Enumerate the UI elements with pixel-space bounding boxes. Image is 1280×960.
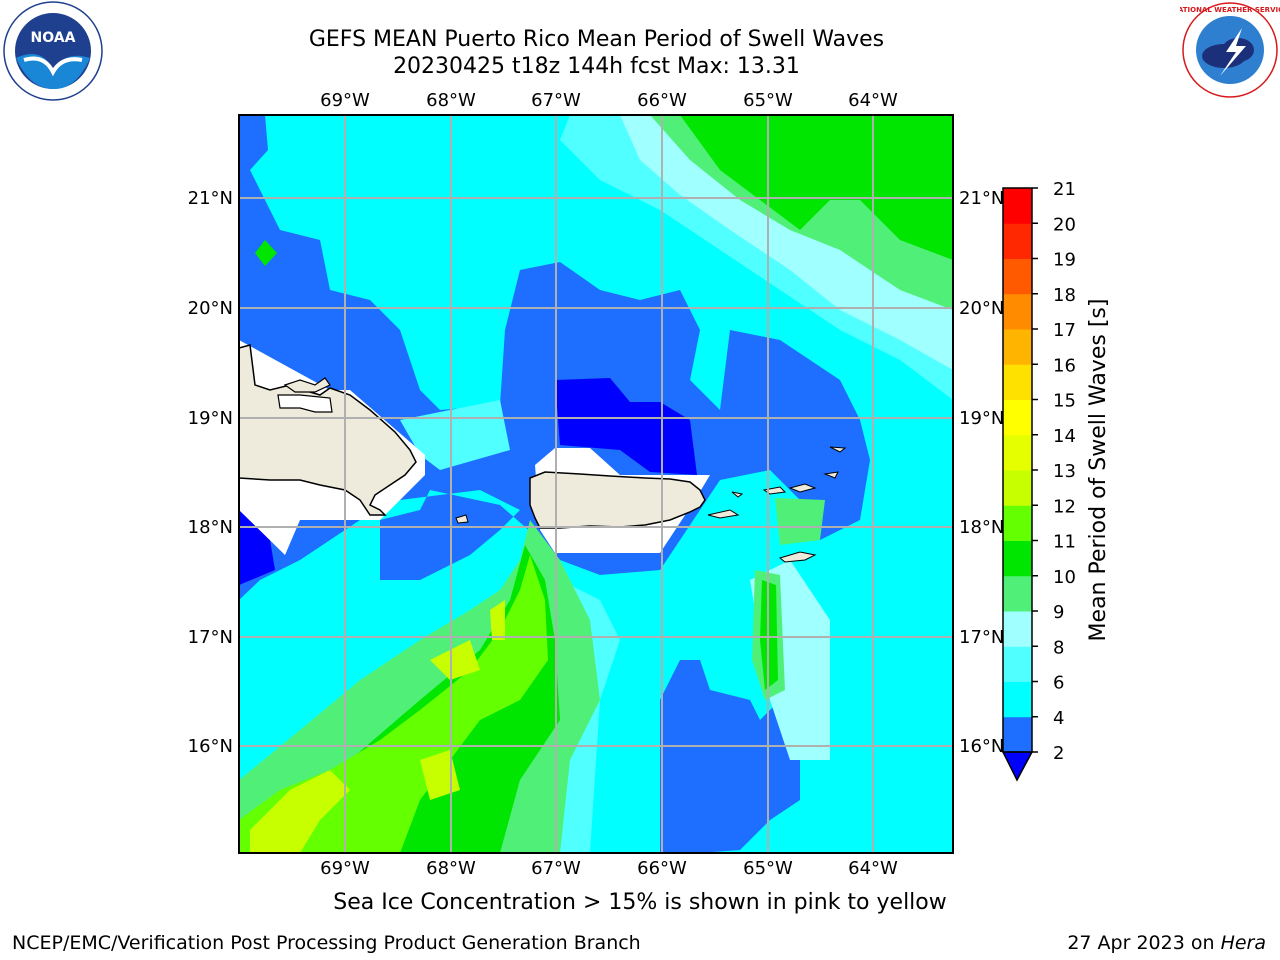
colorbar-band xyxy=(1003,611,1032,647)
contour-12-13-d xyxy=(490,600,505,640)
colorbar-band xyxy=(1003,575,1032,612)
land-st-croix xyxy=(778,551,817,563)
colorbar-band xyxy=(1003,540,1032,577)
colorbar-tick-label: 21 xyxy=(1053,179,1076,200)
lon-labels-top: 69°W 68°W 67°W 66°W 65°W 64°W xyxy=(320,90,898,111)
colorbar-tick-label: 18 xyxy=(1053,285,1076,306)
credit-right: 27 Apr 2023 on Hera xyxy=(1067,932,1266,954)
lat-label: 20°N xyxy=(959,298,1004,319)
land-tortuga xyxy=(283,377,331,393)
swell-period-field xyxy=(239,115,953,853)
colorbar-extend-arrow xyxy=(1001,751,1034,782)
contour-pocket xyxy=(255,240,277,266)
land-anegada xyxy=(829,446,847,453)
land-virgin-gorda xyxy=(823,471,839,479)
chart-subtitle: 20230425 t18z 144h fcst Max: 13.31 xyxy=(393,54,800,79)
contour-12-13-a xyxy=(250,770,350,853)
lon-label: 67°W xyxy=(531,90,581,111)
svg-text:NATIONAL WEATHER SERVICE: NATIONAL WEATHER SERVICE xyxy=(1180,6,1280,14)
lon-label: 68°W xyxy=(426,858,476,879)
lat-labels-right: 21°N 20°N 19°N 18°N 17°N 16°N xyxy=(959,188,1004,757)
nws-logo: NATIONAL WEATHER SERVICE xyxy=(1180,2,1280,98)
lon-labels-bottom: 69°W 68°W 67°W 66°W 65°W 64°W xyxy=(320,858,898,879)
lon-label: 69°W xyxy=(320,90,370,111)
colorbar-band xyxy=(1003,470,1032,506)
land-mona xyxy=(455,514,469,524)
land-vieques xyxy=(707,509,740,519)
lon-label: 65°W xyxy=(743,90,793,111)
lat-label: 21°N xyxy=(188,188,233,209)
colorbar-band xyxy=(1003,646,1032,682)
colorbar-tick-label: 11 xyxy=(1053,532,1076,553)
contour-12-13-b xyxy=(430,640,480,680)
colorbar-tick-label: 8 xyxy=(1053,637,1064,658)
credit-date: 27 Apr 2023 on xyxy=(1067,932,1215,954)
land-culebra xyxy=(731,491,744,498)
colorbar-tick-label: 15 xyxy=(1053,391,1076,412)
noaa-logo: NOAA xyxy=(3,1,103,101)
colorbar-tick-label: 13 xyxy=(1053,461,1076,482)
colorbar-band xyxy=(1003,258,1032,295)
colorbar-tick-label: 14 xyxy=(1053,426,1076,447)
lon-label: 64°W xyxy=(848,90,898,111)
colorbar-tick-label: 10 xyxy=(1053,567,1076,588)
colorbar-band xyxy=(1003,188,1032,224)
land-hispaniola-bay xyxy=(277,394,333,413)
credit-host: Hera xyxy=(1220,932,1266,954)
colorbar-tick-label: 16 xyxy=(1053,355,1076,376)
lat-label: 19°N xyxy=(188,408,233,429)
lat-label: 20°N xyxy=(188,298,233,319)
lat-label: 16°N xyxy=(959,736,1004,757)
colorbar-band xyxy=(1003,716,1032,753)
colorbar-tick-label: 12 xyxy=(1053,496,1076,517)
contour-10-11-north xyxy=(680,115,953,260)
sea-ice-caption: Sea Ice Concentration > 15% is shown in … xyxy=(333,890,947,915)
contour-9-10-islands xyxy=(775,498,825,545)
lat-label: 16°N xyxy=(188,736,233,757)
colorbar-tick-label: 9 xyxy=(1053,602,1064,623)
colorbar-tick-label: 4 xyxy=(1053,708,1064,729)
colorbar-band xyxy=(1003,293,1032,330)
lon-label: 64°W xyxy=(848,858,898,879)
contour-2-4-south xyxy=(660,660,800,853)
colorbar-band xyxy=(1003,681,1032,718)
lat-label: 21°N xyxy=(959,188,1004,209)
lon-label: 65°W xyxy=(743,858,793,879)
lon-label: 69°W xyxy=(320,858,370,879)
colorbar-tick-label: 17 xyxy=(1053,320,1076,341)
land-tortola xyxy=(788,483,817,493)
colorbar-band xyxy=(1003,364,1032,400)
lon-label: 66°W xyxy=(637,858,687,879)
lat-label: 18°N xyxy=(959,517,1004,538)
lat-label: 19°N xyxy=(959,408,1004,429)
lon-label: 68°W xyxy=(426,90,476,111)
colorbar-tick-label: 20 xyxy=(1053,214,1076,235)
colorbar-band xyxy=(1003,434,1032,471)
colorbar-tick-label: 19 xyxy=(1053,250,1076,271)
noaa-logo-text: NOAA xyxy=(31,30,76,46)
colorbar-tick-label: 2 xyxy=(1053,743,1064,764)
lat-label: 17°N xyxy=(959,627,1004,648)
contour-below-2-west xyxy=(239,510,275,585)
colorbar-band xyxy=(1003,223,1032,259)
colorbar-label: Mean Period of Swell Waves [s] xyxy=(1086,299,1111,642)
lat-label: 18°N xyxy=(188,517,233,538)
map-gridlines xyxy=(239,115,953,853)
chart-title: GEFS MEAN Puerto Rico Mean Period of Swe… xyxy=(308,27,885,52)
map-frame xyxy=(238,114,954,854)
lon-label: 66°W xyxy=(637,90,687,111)
colorbar-band xyxy=(1003,329,1032,365)
lat-labels-left: 21°N 20°N 19°N 18°N 17°N 16°N xyxy=(188,188,233,757)
credit-left: NCEP/EMC/Verification Post Processing Pr… xyxy=(12,932,641,954)
lat-label: 17°N xyxy=(188,627,233,648)
lon-label: 67°W xyxy=(531,858,581,879)
colorbar-tick-label: 6 xyxy=(1053,673,1064,694)
colorbar: 21 20 19 18 17 16 15 14 13 12 11 10 9 8 6 4 2 Mean Perio… xyxy=(1001,179,1111,782)
colorbar-band xyxy=(1003,399,1032,436)
colorbar-band xyxy=(1003,505,1032,541)
